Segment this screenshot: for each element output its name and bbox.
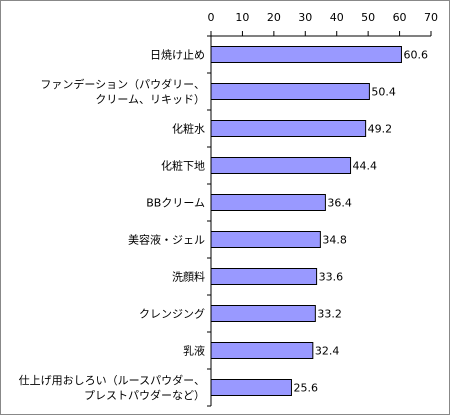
category-label: 美容液・ジェル [128,233,205,247]
x-tick-label: 10 [235,11,249,24]
category-label: 化粧下地 [161,159,205,173]
category-label: プレストパウダーなど） [84,388,205,402]
x-tick-label: 60 [393,11,407,24]
value-label: 60.6 [403,49,428,62]
category-label: クレンジング [139,307,205,321]
bar [210,83,370,100]
bar [210,342,314,359]
bar [210,231,321,248]
x-tick-label: 20 [267,11,281,24]
category-label: クリーム、リキッド） [95,93,205,106]
x-tick-label: 70 [424,11,438,24]
x-tick-label: 30 [298,11,312,24]
value-label: 34.8 [322,234,347,247]
category-label: 乳液 [183,344,205,358]
value-labels: 60.6 50.4 49.2 44.4 36.4 34.8 33.6 33.2 32.4 25.6 [293,49,428,395]
bar [210,46,402,63]
bar [210,194,326,211]
value-label: 49.2 [368,123,393,136]
bar [210,157,352,174]
x-tick-label: 50 [361,11,375,24]
value-label: 25.6 [293,382,318,395]
bar [210,268,318,285]
category-label: 日焼け止め [150,49,205,62]
value-label: 50.4 [371,86,396,99]
category-label: 洗顔料 [172,270,205,284]
value-label: 36.4 [327,197,352,210]
bar [210,120,367,137]
category-label: 化粧水 [172,122,205,136]
category-label: ファンデーション（パウダリー、 [40,77,205,91]
bar [210,305,316,322]
bar [210,379,292,396]
value-label: 33.6 [319,271,344,284]
value-label: 33.2 [317,308,342,321]
category-label: 仕上げ用おしろい（ルースパウダー、 [19,373,205,387]
value-label: 44.4 [353,160,378,173]
category-label: BBクリーム [146,197,205,210]
x-tick-label: 0 [208,11,215,24]
value-label: 32.4 [315,345,340,358]
x-tick-label: 40 [330,11,344,24]
bars [210,46,402,396]
